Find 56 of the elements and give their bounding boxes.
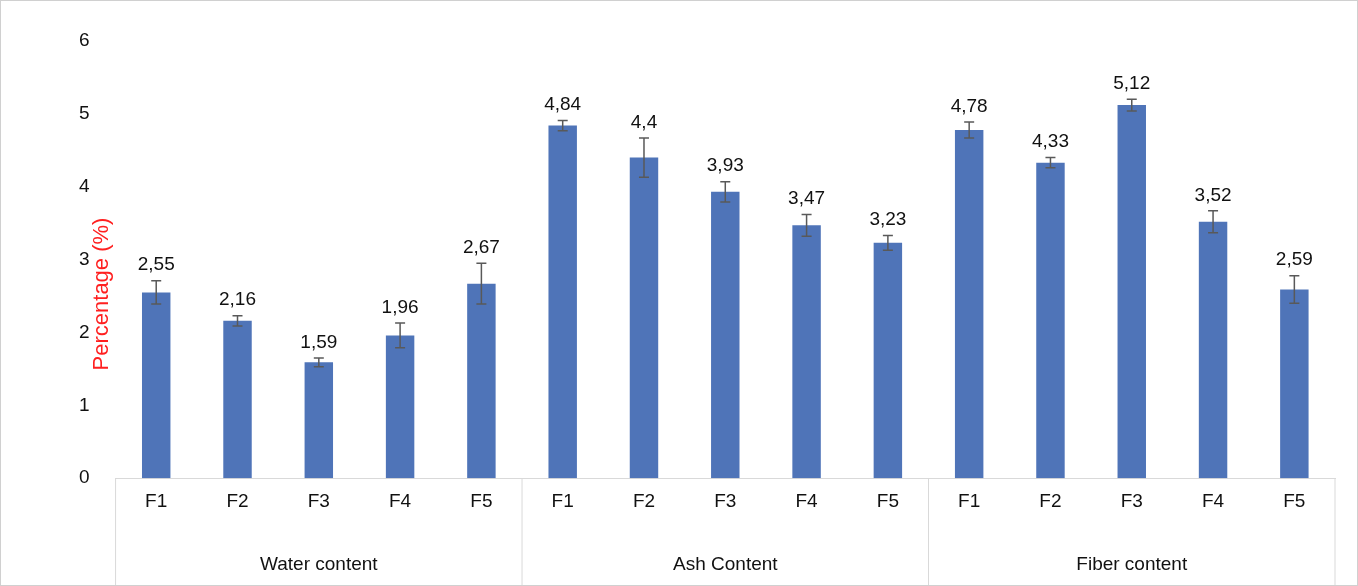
bar: [792, 225, 821, 479]
x-tick-label: F5: [876, 489, 899, 511]
bar: [1117, 105, 1146, 479]
y-tick-label: 2: [78, 320, 90, 342]
x-tick-label: F2: [1039, 489, 1062, 511]
data-label: 2,59: [1275, 248, 1313, 270]
data-label: 3,23: [869, 208, 907, 230]
y-tick-label: 4: [78, 174, 90, 196]
x-tick-label: F1: [145, 489, 168, 511]
x-tick-label: F1: [958, 489, 981, 511]
bar: [629, 157, 659, 479]
x-tick-label: F5: [470, 489, 493, 511]
data-label: 1,59: [300, 330, 338, 352]
bar: [1280, 289, 1309, 479]
bar: [141, 292, 171, 479]
bar: [1036, 162, 1065, 479]
y-tick-label: 3: [78, 247, 90, 269]
y-tick-label: 1: [78, 393, 90, 415]
bar: [385, 335, 415, 479]
data-label: 1,96: [381, 295, 419, 317]
bar: [467, 283, 496, 479]
data-label: 2,67: [462, 235, 500, 257]
data-label: 3,47: [788, 187, 826, 209]
y-tick-label: 5: [78, 102, 90, 124]
x-tick-label: F1: [551, 489, 574, 511]
y-tick-label: 6: [78, 29, 90, 51]
x-tick-label: F4: [389, 489, 412, 511]
data-label: 2,16: [219, 288, 256, 310]
bar: [304, 362, 334, 479]
x-tick-label: F4: [1201, 489, 1225, 511]
data-label: 3,52: [1194, 183, 1232, 205]
x-tick-label: F2: [226, 489, 249, 511]
bar: [1198, 221, 1228, 479]
x-tick-label: F2: [632, 489, 656, 511]
data-label: 4,33: [1031, 130, 1069, 152]
data-label: 5,12: [1113, 72, 1151, 94]
x-tick-label: F5: [1283, 489, 1306, 511]
x-tick-label: F3: [1120, 489, 1143, 511]
bar: [711, 191, 740, 479]
x-tick-label: F3: [307, 489, 330, 511]
y-axis-title: Percentage (%): [88, 217, 115, 371]
data-label: 2,55: [137, 253, 175, 275]
bar: [873, 242, 903, 479]
data-label: 4,78: [950, 94, 988, 116]
bar: [223, 320, 252, 479]
data-label: 3,93: [706, 154, 744, 176]
x-tick-label: F3: [714, 489, 737, 511]
bar: [548, 125, 577, 479]
data-label: 4,4: [630, 110, 658, 132]
text: Water content: [260, 553, 379, 575]
data-label: 4,84: [544, 93, 582, 115]
bar: [954, 129, 984, 479]
y-tick-label: 0: [78, 466, 90, 488]
x-tick-label: F4: [795, 489, 819, 511]
text: Fiber content: [1076, 553, 1188, 575]
text: Ash Content: [672, 553, 779, 575]
